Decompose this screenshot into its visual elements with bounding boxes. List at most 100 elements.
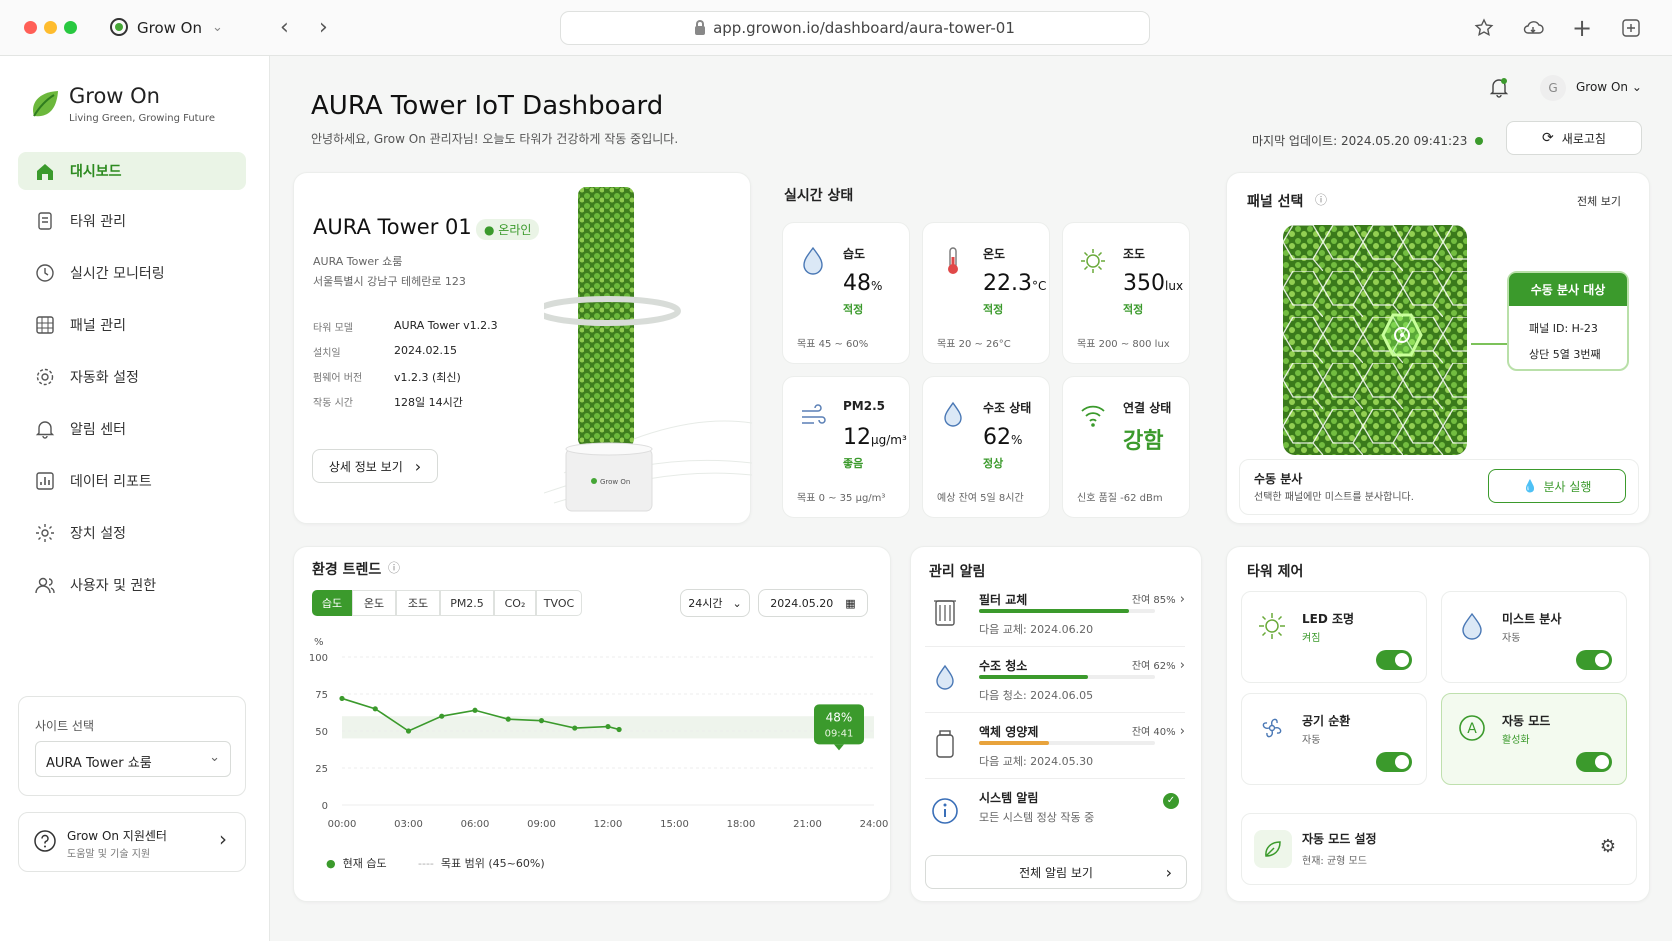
trend-tab-6[interactable]: TVOC [536, 590, 582, 616]
y-axis-unit: % [314, 637, 324, 648]
toggle-switch[interactable] [1576, 650, 1612, 670]
metric-unit: μg/m³ [871, 433, 907, 447]
metric-value: 62% [983, 425, 1022, 450]
metric-number: 22.3 [983, 271, 1032, 296]
detail-info-button[interactable]: 상세 정보 보기 › [312, 449, 438, 483]
forward-icon[interactable]: › [319, 15, 328, 40]
close-window-button[interactable] [24, 21, 37, 34]
sidebar-item-1[interactable]: 대시보드 [18, 152, 246, 190]
tab-title[interactable]: Grow On [137, 19, 202, 37]
alert-row-2[interactable]: 수조 청소 잔여 62% › 다음 청소: 2024.06.05 [925, 651, 1185, 713]
sun-icon [1259, 613, 1285, 639]
x-tick-label: 03:00 [394, 819, 423, 830]
toggle-switch[interactable] [1376, 650, 1412, 670]
trend-tab-5[interactable]: CO₂ [494, 590, 536, 616]
metric-unit: % [1011, 433, 1023, 447]
brand-tagline: Living Green, Growing Future [69, 113, 215, 124]
gear-icon[interactable]: ⚙ [1599, 836, 1616, 857]
view-all-alerts-label: 전체 알림 보기 [1019, 865, 1093, 880]
current-value-tooltip: 48% 09:41 [814, 704, 864, 751]
star-icon[interactable] [1472, 16, 1496, 40]
sidebar-item-4[interactable]: 패널 관리 [18, 306, 246, 344]
toggle-switch[interactable] [1576, 752, 1612, 772]
cloud-icon[interactable] [1521, 16, 1545, 40]
y-tick-label: 25 [315, 764, 328, 775]
trend-tab-1[interactable]: 습도 [312, 590, 352, 616]
data-point[interactable] [616, 726, 622, 733]
data-point[interactable] [372, 706, 378, 712]
metric-label: 온도 [983, 247, 1006, 261]
status-badge: ● 온라인 [476, 219, 540, 240]
sidebar-item-label: 장치 설정 [70, 526, 126, 542]
tabs-overview-icon[interactable] [1619, 16, 1643, 40]
chevron-down-icon: ⌄ [1631, 80, 1642, 94]
panel-select-card: 패널 선택 ⓘ 전체 보기 수동 분사 대상 패널 ID: H-23 상단 5열… [1226, 172, 1650, 524]
sidebar-item-2[interactable]: 타워 관리 [18, 202, 246, 240]
alert-row-4[interactable]: 시스템 알림 모든 시스템 정상 작동 중 ✓ [925, 783, 1185, 845]
x-tick-label: 09:00 [527, 819, 556, 830]
back-icon[interactable]: ‹ [280, 15, 289, 40]
sidebar-item-8[interactable]: 장치 설정 [18, 514, 246, 552]
data-point[interactable] [538, 718, 545, 724]
alert-row-3[interactable]: 액체 영양제 잔여 40% › 다음 교체: 2024.05.30 [925, 717, 1185, 779]
metric-label: 연결 상태 [1123, 401, 1172, 415]
control-status: 켜짐 [1302, 633, 1321, 644]
data-point[interactable] [472, 707, 478, 713]
alert-title: 액체 영양제 [979, 725, 1039, 739]
sidebar-item-6[interactable]: 알림 센터 [18, 410, 246, 448]
trend-tab-3[interactable]: 조도 [396, 590, 440, 616]
user-menu[interactable]: Grow On ⌄ [1576, 80, 1642, 94]
control-title: 자동 모드 [1502, 714, 1551, 728]
calendar-icon: ▦ [845, 596, 856, 610]
range-select[interactable]: 24시간 ⌄ [680, 589, 750, 617]
spray-button[interactable]: 💧 분사 실행 [1488, 469, 1626, 503]
sidebar-item-label: 알림 센터 [70, 422, 126, 438]
view-all-link[interactable]: 전체 보기 [1577, 195, 1621, 208]
metric-card-6: 연결 상태 강함 신호 품질 -62 dBm [1062, 376, 1190, 518]
auto-mode-icon: A [1459, 715, 1485, 741]
site-select[interactable]: AURA Tower 쇼룸 ⌄ [35, 741, 231, 777]
sidebar-item-3[interactable]: 실시간 모니터링 [18, 254, 246, 292]
trend-tab-2[interactable]: 온도 [352, 590, 396, 616]
address-bar[interactable]: app.growon.io/dashboard/aura-tower-01 [560, 11, 1150, 45]
metric-number: 강함 [1123, 429, 1164, 454]
data-point[interactable] [405, 728, 412, 734]
alert-subtitle: 다음 교체: 2024.06.20 [979, 623, 1094, 636]
data-point[interactable] [572, 725, 578, 731]
auto-mode-settings[interactable]: 자동 모드 설정 현재: 균형 모드 ⚙ [1241, 813, 1637, 885]
date-picker[interactable]: 2024.05.20 ▦ [758, 589, 868, 617]
avatar[interactable]: G [1540, 75, 1566, 101]
trend-tab-4[interactable]: PM2.5 [440, 590, 494, 616]
metric-target: 예상 잔여 5일 8시간 [937, 493, 1024, 504]
notification-bell-icon[interactable] [1488, 76, 1510, 98]
data-point[interactable] [505, 716, 511, 722]
data-point[interactable] [339, 695, 345, 702]
chevron-right-icon: › [1175, 658, 1185, 673]
new-tab-icon[interactable]: + [1571, 14, 1593, 42]
sidebar-item-9[interactable]: 사용자 및 권한 [18, 566, 246, 604]
sidebar-item-5[interactable]: 자동화 설정 [18, 358, 246, 396]
sidebar-item-label: 타워 관리 [70, 214, 126, 230]
view-all-alerts-button[interactable]: 전체 알림 보기 › [925, 855, 1187, 889]
data-point[interactable] [439, 713, 445, 719]
alerts-card: 관리 알림 필터 교체 잔여 85% › 다음 교체: 2024.06.20 수조 청… [910, 546, 1202, 902]
zoom-window-button[interactable] [64, 21, 77, 34]
support-center-link[interactable]: Grow On 지원센터 도움말 및 기술 지원 › [18, 812, 246, 872]
chevron-down-icon[interactable]: ⌄ [212, 20, 223, 35]
legend-current: ● 현재 습도 [326, 855, 387, 871]
fan-icon [1262, 718, 1282, 738]
alert-title: 필터 교체 [979, 593, 1028, 607]
sidebar-item-label: 사용자 및 권한 [70, 578, 157, 594]
toggle-switch[interactable] [1376, 752, 1412, 772]
minimize-window-button[interactable] [44, 21, 57, 34]
leaf-icon [1254, 830, 1292, 868]
alert-row-1[interactable]: 필터 교체 잔여 85% › 다음 교체: 2024.06.20 [925, 585, 1185, 647]
alert-remaining: 잔여 62% › [1132, 657, 1185, 673]
droplet-icon [936, 664, 954, 690]
data-point[interactable] [605, 723, 611, 730]
metric-value: 강함 [1123, 423, 1163, 455]
refresh-button[interactable]: ⟳ 새로고침 [1506, 121, 1642, 155]
sidebar-item-7[interactable]: 데이터 리포트 [18, 462, 246, 500]
spec-key: 설치일 [313, 348, 341, 359]
last-update: 마지막 업데이트: 2024.05.20 09:41:23 [1252, 132, 1484, 149]
